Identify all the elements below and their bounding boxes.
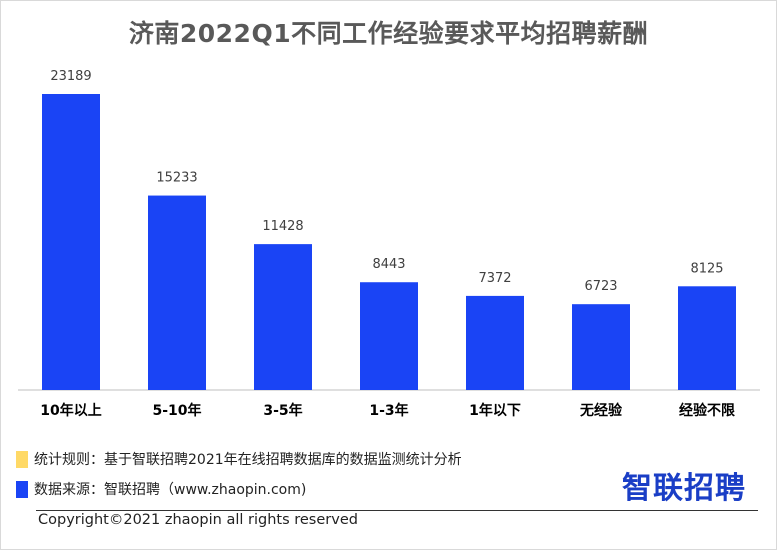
source-text: 数据来源：智联招聘（www.zhaopin.com) — [34, 482, 307, 498]
bar — [678, 286, 736, 390]
bar — [42, 94, 100, 390]
zhaopin-logo: 智联招聘 — [622, 471, 746, 506]
data-label: 23189 — [50, 69, 91, 84]
bar-chart: 23189 10年以上 15233 5-10年 11428 3-5年 8443 1-3年 737… — [18, 69, 760, 419]
data-label: 8125 — [690, 261, 723, 276]
x-tick-label: 经验不限 — [679, 402, 735, 419]
x-tick-label: 无经验 — [579, 402, 623, 419]
copyright-text: Copyright©2021 zhaopin all rights reserv… — [38, 512, 358, 528]
x-tick-label: 1-3年 — [369, 402, 408, 419]
data-label: 11428 — [262, 219, 303, 234]
bar — [360, 282, 418, 390]
bar — [254, 244, 312, 390]
x-tick-label: 5-10年 — [152, 402, 201, 419]
yellow-legend-square — [16, 450, 28, 468]
bar — [572, 304, 630, 390]
rule-text: 统计规则：基于智联招聘2021年在线招聘数据库的数据监测统计分析 — [34, 452, 462, 468]
x-tick-label: 3-5年 — [263, 402, 302, 419]
bar — [148, 195, 206, 390]
footer-divider — [36, 510, 758, 511]
chart-title: 济南2022Q1不同工作经验要求平均招聘薪酬 — [128, 19, 649, 48]
data-label: 7372 — [478, 271, 511, 286]
blue-legend-square — [16, 480, 28, 498]
note-source: 数据来源：智联招聘（www.zhaopin.com) — [16, 479, 306, 499]
x-tick-label: 10年以上 — [40, 402, 101, 419]
data-label: 8443 — [372, 257, 405, 272]
bar — [466, 295, 524, 390]
x-tick-label: 1年以下 — [469, 402, 521, 419]
data-label: 6723 — [584, 279, 617, 294]
note-rule: 统计规则：基于智联招聘2021年在线招聘数据库的数据监测统计分析 — [16, 449, 462, 469]
data-label: 15233 — [156, 171, 197, 186]
